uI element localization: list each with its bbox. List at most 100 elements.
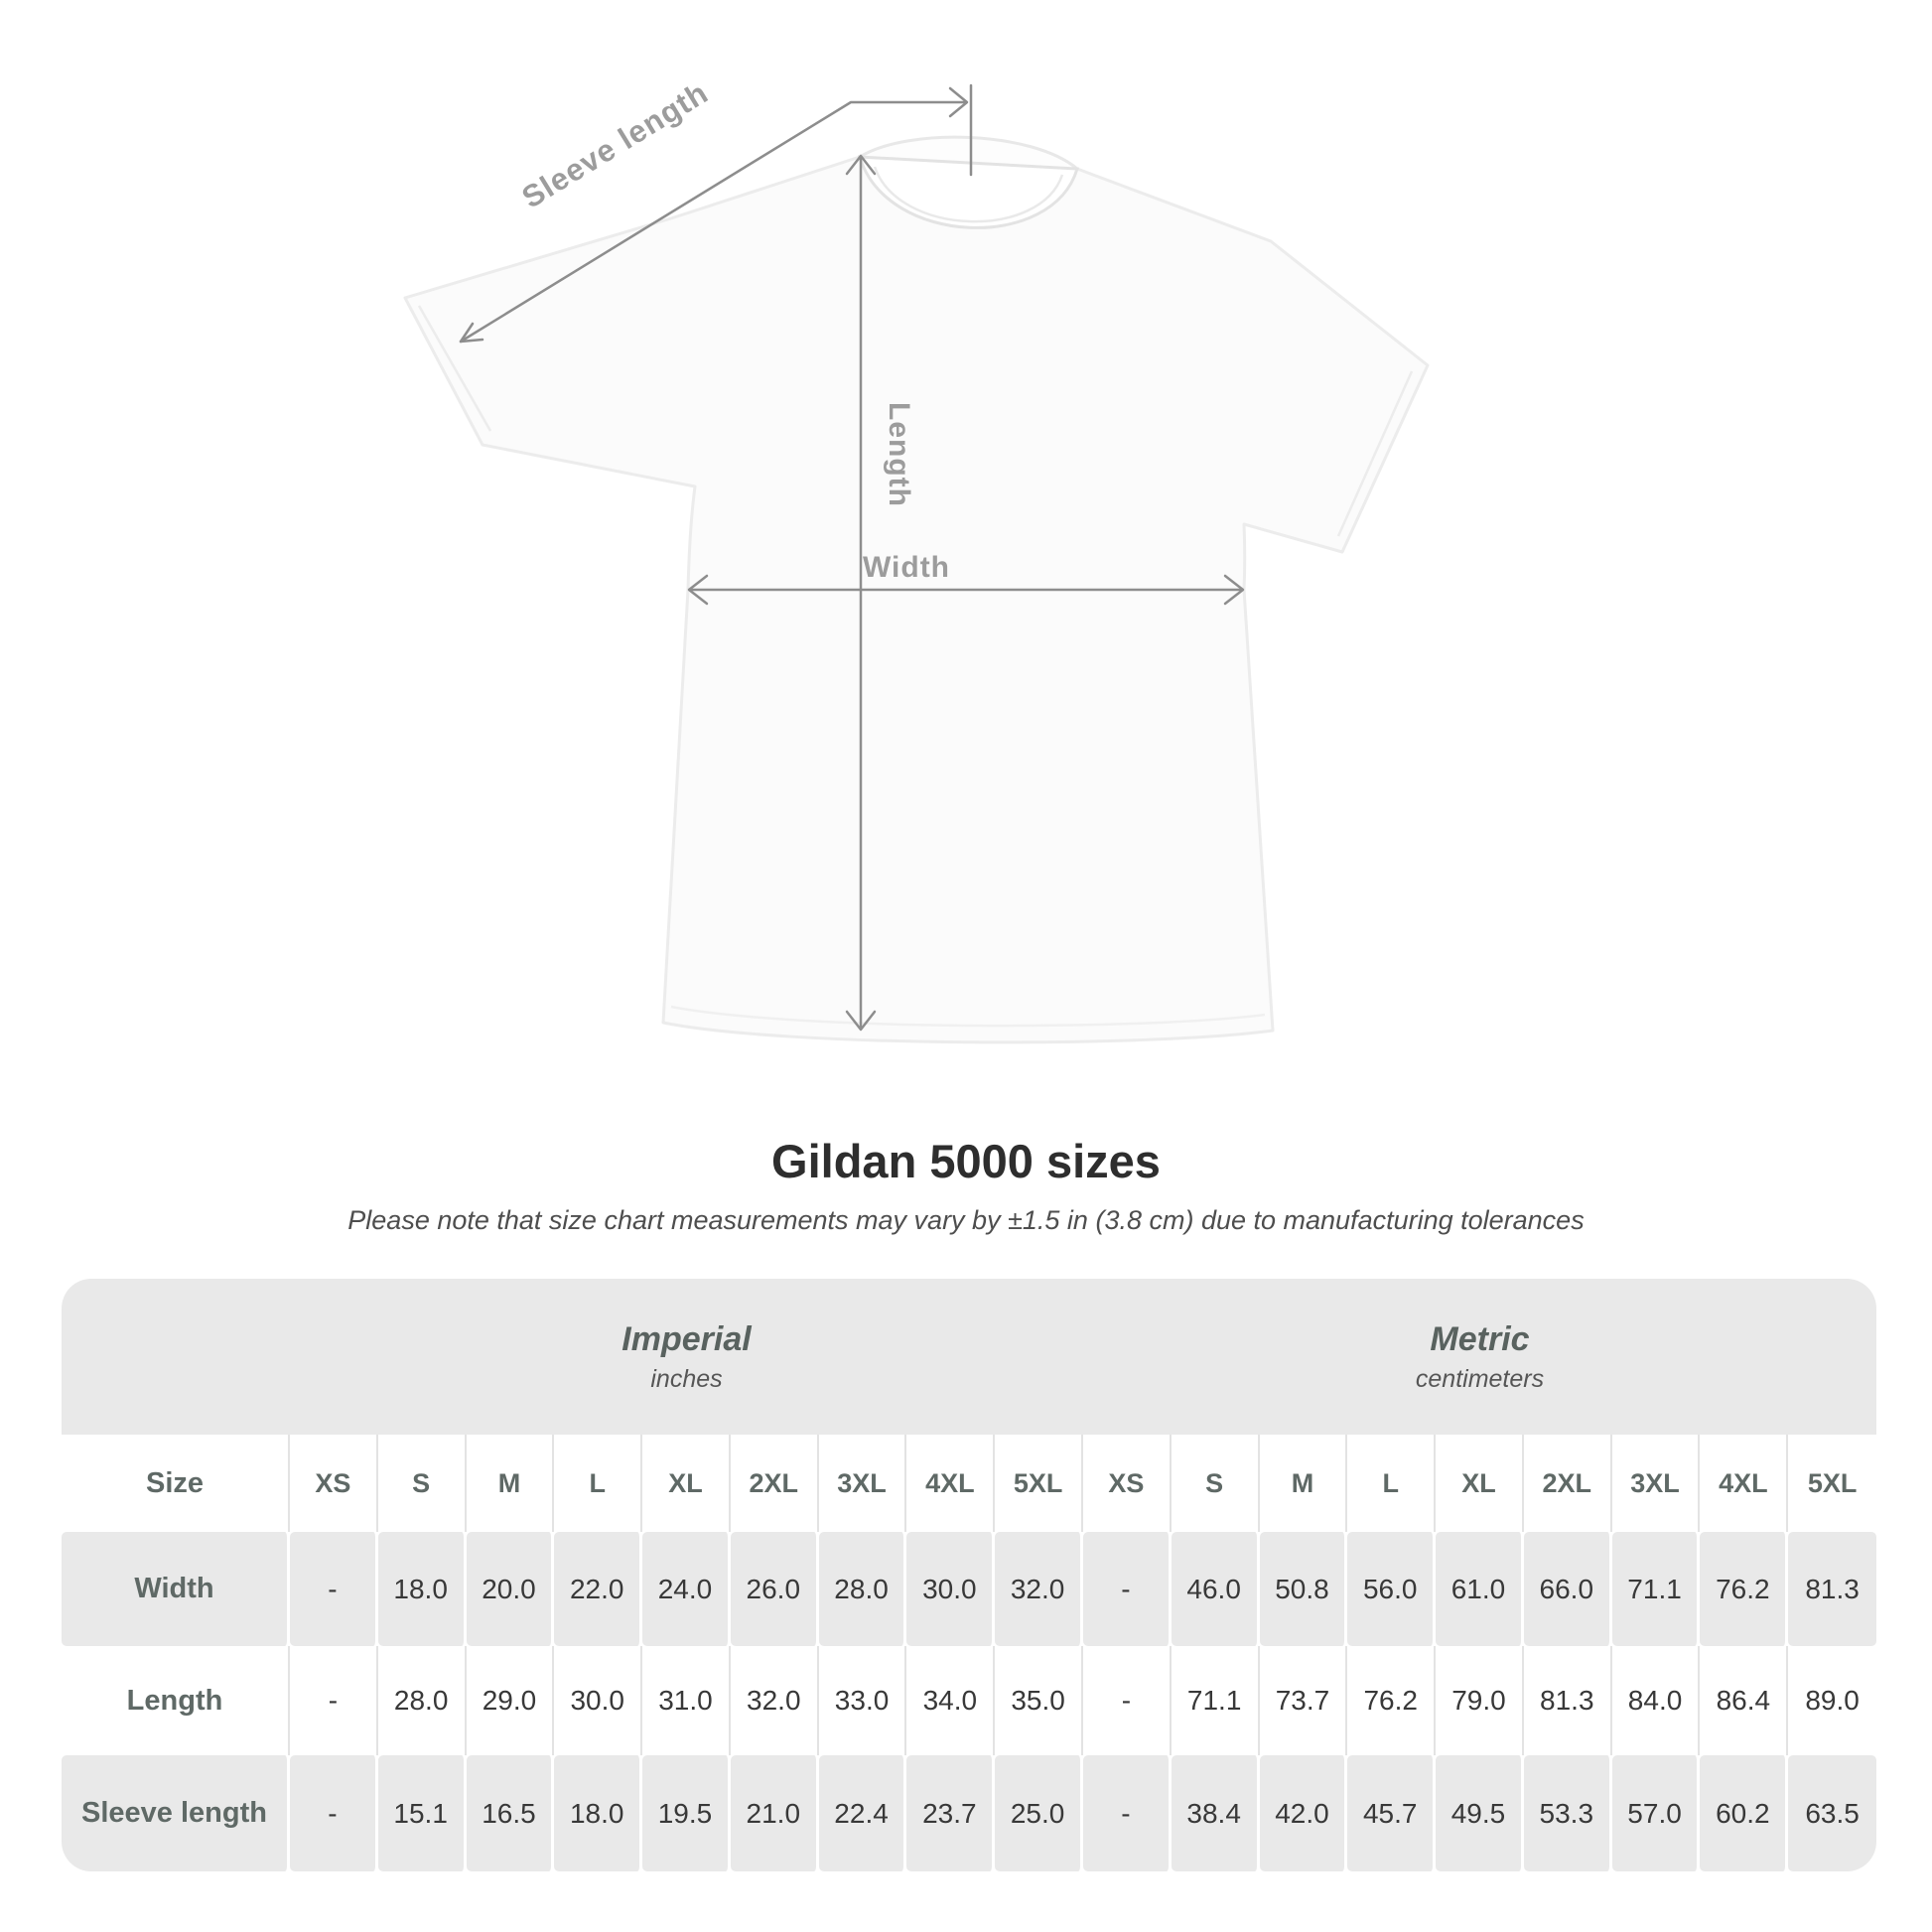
unit-header-metric: Metric centimeters	[1083, 1279, 1876, 1435]
size-header-imperial-5xl: 5XL	[995, 1435, 1083, 1532]
size-header-imperial-xs: XS	[290, 1435, 378, 1532]
metric-heading: Metric	[1430, 1319, 1530, 1358]
length-metric-4xl: 86.4	[1700, 1646, 1789, 1755]
size-header-metric-2xl: 2XL	[1523, 1435, 1612, 1532]
row-label-width: Width	[62, 1532, 290, 1646]
width-arrow	[687, 574, 1245, 606]
sleeve-imperial-xs: -	[290, 1755, 378, 1871]
unit-header-imperial: Imperial inches	[290, 1279, 1083, 1435]
length-arrow	[845, 154, 877, 1032]
sleeve-imperial-5xl: 25.0	[995, 1755, 1083, 1871]
width-imperial-4xl: 30.0	[906, 1532, 996, 1646]
sleeve-imperial-4xl: 23.7	[906, 1755, 996, 1871]
length-metric-m: 73.7	[1259, 1646, 1348, 1755]
sleeve-metric-l: 45.7	[1347, 1755, 1437, 1871]
length-metric-xl: 79.0	[1436, 1646, 1524, 1755]
metric-unit: centimeters	[1415, 1364, 1545, 1393]
size-header-imperial-4xl: 4XL	[906, 1435, 996, 1532]
sleeve-imperial-s: 15.1	[377, 1755, 467, 1871]
size-header-imperial-l: L	[554, 1435, 643, 1532]
size-header-imperial-3xl: 3XL	[818, 1435, 907, 1532]
tshirt-right-cuff-seam	[1336, 370, 1414, 537]
width-metric-xs: -	[1083, 1532, 1172, 1646]
width-metric-xl: 61.0	[1436, 1532, 1524, 1646]
length-imperial-s: 28.0	[377, 1646, 467, 1755]
width-imperial-l: 22.0	[554, 1532, 643, 1646]
size-header-metric-3xl: 3XL	[1611, 1435, 1701, 1532]
size-header-metric-s: S	[1171, 1435, 1260, 1532]
width-metric-s: 46.0	[1171, 1532, 1260, 1646]
width-diagram-label: Width	[863, 551, 950, 584]
length-imperial-xl: 31.0	[642, 1646, 731, 1755]
size-header-imperial-2xl: 2XL	[730, 1435, 819, 1532]
tshirt-collar-inner-seam	[873, 166, 1064, 223]
width-imperial-2xl: 26.0	[730, 1532, 819, 1646]
length-imperial-4xl: 34.0	[906, 1646, 996, 1755]
row-label-length: Length	[62, 1646, 290, 1755]
sleeve-metric-xl: 49.5	[1436, 1755, 1524, 1871]
sleeve-imperial-m: 16.5	[466, 1755, 555, 1871]
size-header-imperial-s: S	[377, 1435, 467, 1532]
length-imperial-5xl: 35.0	[995, 1646, 1083, 1755]
sleeve-metric-4xl: 60.2	[1700, 1755, 1789, 1871]
length-diagram-label: Length	[883, 402, 915, 507]
width-metric-2xl: 66.0	[1523, 1532, 1612, 1646]
tshirt-measurement-diagram: Sleeve length Length Width	[403, 75, 1430, 1044]
width-imperial-m: 20.0	[466, 1532, 555, 1646]
size-header-imperial-xl: XL	[642, 1435, 731, 1532]
sleeve-imperial-xl: 19.5	[642, 1755, 731, 1871]
sleeve-metric-3xl: 57.0	[1611, 1755, 1701, 1871]
sleeve-length-arrow	[459, 83, 973, 344]
width-imperial-5xl: 32.0	[995, 1532, 1083, 1646]
length-metric-l: 76.2	[1347, 1646, 1437, 1755]
width-metric-m: 50.8	[1259, 1532, 1348, 1646]
row-label-sleeve-length: Sleeve length	[62, 1755, 290, 1871]
width-imperial-3xl: 28.0	[818, 1532, 907, 1646]
measurement-annotations	[459, 83, 1245, 1032]
sleeve-metric-m: 42.0	[1259, 1755, 1348, 1871]
sleeve-metric-xs: -	[1083, 1755, 1172, 1871]
imperial-unit: inches	[650, 1364, 723, 1393]
tshirt-body	[403, 143, 1430, 1044]
length-imperial-m: 29.0	[466, 1646, 555, 1755]
tolerance-note: Please note that size chart measurements…	[347, 1205, 1585, 1235]
length-metric-xs: -	[1083, 1646, 1172, 1755]
size-header-imperial-m: M	[466, 1435, 555, 1532]
width-metric-l: 56.0	[1347, 1532, 1437, 1646]
length-metric-2xl: 81.3	[1523, 1646, 1612, 1755]
length-imperial-3xl: 33.0	[818, 1646, 907, 1755]
tshirt-collar-front	[857, 155, 1079, 229]
length-imperial-xs: -	[290, 1646, 378, 1755]
sleeve-imperial-2xl: 21.0	[730, 1755, 819, 1871]
length-metric-5xl: 89.0	[1788, 1646, 1876, 1755]
width-metric-3xl: 71.1	[1611, 1532, 1701, 1646]
tshirt-left-cuff-seam	[417, 305, 492, 432]
sleeve-length-diagram-label: Sleeve length	[516, 75, 715, 215]
length-metric-s: 71.1	[1171, 1646, 1260, 1755]
width-metric-5xl: 81.3	[1788, 1532, 1876, 1646]
size-header-metric-4xl: 4XL	[1700, 1435, 1789, 1532]
width-imperial-s: 18.0	[377, 1532, 467, 1646]
size-column-header: Size	[62, 1435, 290, 1532]
sleeve-metric-2xl: 53.3	[1523, 1755, 1612, 1871]
size-header-metric-m: M	[1259, 1435, 1348, 1532]
imperial-heading: Imperial	[621, 1319, 752, 1358]
size-header-metric-xs: XS	[1083, 1435, 1172, 1532]
sleeve-imperial-l: 18.0	[554, 1755, 643, 1871]
width-imperial-xs: -	[290, 1532, 378, 1646]
tshirt-illustration	[403, 135, 1430, 1044]
size-header-metric-5xl: 5XL	[1788, 1435, 1876, 1532]
sleeve-imperial-3xl: 22.4	[818, 1755, 907, 1871]
length-imperial-l: 30.0	[554, 1646, 643, 1755]
width-metric-4xl: 76.2	[1700, 1532, 1789, 1646]
page-title: Gildan 5000 sizes	[771, 1135, 1161, 1187]
unit-header-spacer	[62, 1279, 290, 1435]
sleeve-metric-5xl: 63.5	[1788, 1755, 1876, 1871]
length-metric-3xl: 84.0	[1611, 1646, 1701, 1755]
size-table: Imperial inches Metric centimeters Size …	[62, 1279, 1876, 1871]
tshirt-hem-seam	[670, 1005, 1266, 1028]
sleeve-metric-s: 38.4	[1171, 1755, 1260, 1871]
size-header-metric-l: L	[1347, 1435, 1437, 1532]
size-header-metric-xl: XL	[1436, 1435, 1524, 1532]
